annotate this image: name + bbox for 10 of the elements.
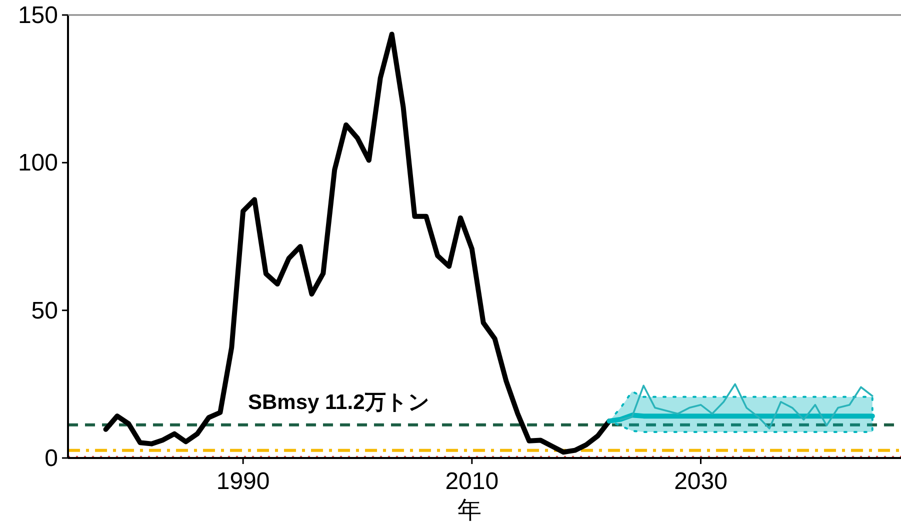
- ref-line-label: SBmsy 11.2万トン: [248, 390, 430, 414]
- line-series: [620, 383, 874, 430]
- y-tick-label: 100: [18, 150, 58, 177]
- y-tick-label: 0: [44, 445, 58, 472]
- x-axis-title: 年: [458, 497, 482, 523]
- y-tick-label: 150: [18, 2, 58, 29]
- x-tick-label: 1990: [216, 468, 270, 495]
- x-tick-label: 2030: [674, 468, 728, 495]
- y-tick-label: 50: [31, 297, 58, 324]
- x-tick-label: 2010: [445, 468, 499, 495]
